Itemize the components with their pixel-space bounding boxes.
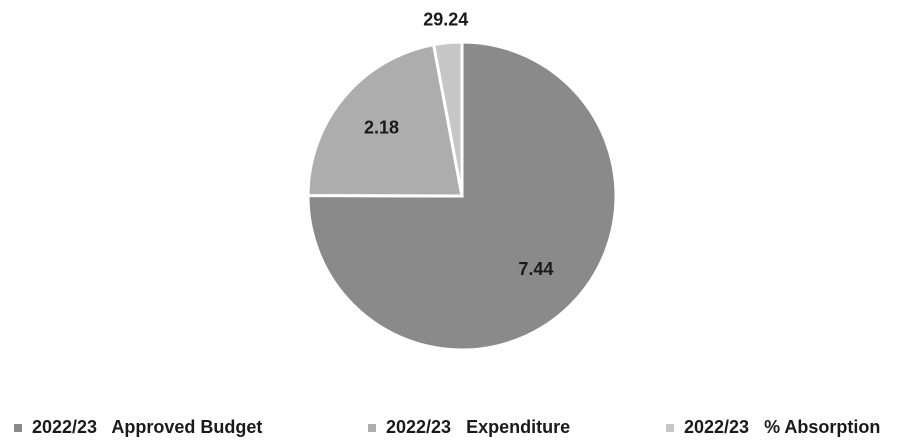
data-label: 7.44 xyxy=(518,259,553,279)
data-label: 29.24 xyxy=(423,10,468,30)
legend-label: 2022/23 Expenditure xyxy=(386,417,570,437)
pie-slice xyxy=(431,40,464,197)
pie-slice xyxy=(306,40,618,352)
pie-slice xyxy=(306,42,464,198)
legend-label: 2022/23 Approved Budget xyxy=(32,417,262,437)
data-label: 2.18 xyxy=(364,118,399,138)
legend-marker xyxy=(14,424,22,432)
legend-marker xyxy=(666,424,674,432)
legend-marker xyxy=(368,424,376,432)
legend-label: 2022/23 % Absorption xyxy=(684,417,880,437)
